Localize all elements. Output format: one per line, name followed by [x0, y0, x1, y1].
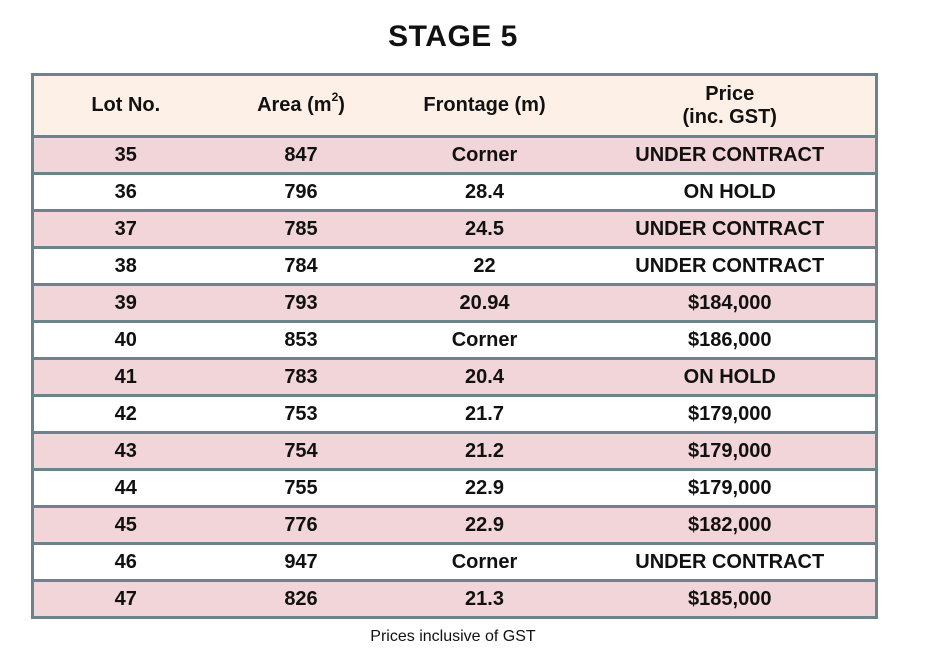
cell-area: 947 [217, 543, 385, 582]
cell-frontage: Corner [384, 136, 585, 175]
cell-area: 783 [217, 358, 385, 397]
cell-area: 826 [217, 580, 385, 618]
cell-frontage: 22 [384, 247, 585, 286]
header-area-close: ) [338, 94, 345, 116]
cell-lot-number: 36 [32, 173, 218, 212]
cell-area: 784 [217, 247, 385, 286]
cell-price: $182,000 [584, 506, 877, 545]
cell-price: ON HOLD [584, 358, 877, 397]
cell-frontage: 22.9 [384, 506, 585, 545]
header-price: Price (inc. GST) [584, 74, 877, 138]
cell-lot-number: 45 [32, 506, 218, 545]
cell-price: UNDER CONTRACT [584, 247, 877, 286]
table-row: 45 776 22.9 $182,000 [32, 506, 877, 545]
table-row: 35 847 Corner UNDER CONTRACT [32, 136, 877, 175]
table-header-row: Lot No. Area (m2) Frontage (m) Price (inc… [32, 74, 877, 138]
table-row: 47 826 21.3 $185,000 [32, 580, 877, 618]
cell-lot-number: 41 [32, 358, 218, 397]
cell-price: $179,000 [584, 469, 877, 508]
cell-frontage: 21.7 [384, 395, 585, 434]
cell-price: $186,000 [584, 321, 877, 360]
table-row: 42 753 21.7 $179,000 [32, 395, 877, 434]
cell-lot-number: 44 [32, 469, 218, 508]
lots-table-container: Lot No. Area (m2) Frontage (m) Price (inc… [31, 73, 878, 619]
cell-price: $184,000 [584, 284, 877, 323]
table-row: 36 796 28.4 ON HOLD [32, 173, 877, 212]
lots-table: Lot No. Area (m2) Frontage (m) Price (inc… [31, 73, 878, 619]
cell-lot-number: 37 [32, 210, 218, 249]
cell-lot-number: 43 [32, 432, 218, 471]
cell-frontage: 24.5 [384, 210, 585, 249]
table-row: 43 754 21.2 $179,000 [32, 432, 877, 471]
cell-price: $185,000 [584, 580, 877, 618]
cell-area: 753 [217, 395, 385, 434]
cell-area: 755 [217, 469, 385, 508]
cell-frontage: 20.94 [384, 284, 585, 323]
cell-frontage: 21.3 [384, 580, 585, 618]
cell-price: UNDER CONTRACT [584, 210, 877, 249]
header-lot-number: Lot No. [32, 74, 218, 138]
table-row: 38 784 22 UNDER CONTRACT [32, 247, 877, 286]
table-row: 39 793 20.94 $184,000 [32, 284, 877, 323]
cell-lot-number: 47 [32, 580, 218, 618]
table-row: 40 853 Corner $186,000 [32, 321, 877, 360]
cell-frontage: 28.4 [384, 173, 585, 212]
cell-area: 796 [217, 173, 385, 212]
cell-lot-number: 38 [32, 247, 218, 286]
cell-area: 847 [217, 136, 385, 175]
header-frontage: Frontage (m) [384, 74, 585, 138]
table-row: 41 783 20.4 ON HOLD [32, 358, 877, 397]
cell-area: 785 [217, 210, 385, 249]
cell-price: $179,000 [584, 432, 877, 471]
cell-area: 776 [217, 506, 385, 545]
cell-frontage: Corner [384, 543, 585, 582]
cell-area: 853 [217, 321, 385, 360]
header-area-superscript: 2 [331, 90, 339, 105]
header-price-line2: (inc. GST) [682, 105, 777, 128]
cell-frontage: 22.9 [384, 469, 585, 508]
lots-table-body: 35 847 Corner UNDER CONTRACT 36 796 28.4 ON HOL… [32, 136, 877, 618]
page-title: STAGE 5 [388, 20, 518, 53]
cell-frontage: Corner [384, 321, 585, 360]
cell-lot-number: 35 [32, 136, 218, 175]
header-area-label: Area (m [257, 94, 332, 116]
table-row: 37 785 24.5 UNDER CONTRACT [32, 210, 877, 249]
cell-price: UNDER CONTRACT [584, 136, 877, 175]
table-row: 44 755 22.9 $179,000 [32, 469, 877, 508]
cell-price: $179,000 [584, 395, 877, 434]
cell-frontage: 21.2 [384, 432, 585, 471]
cell-lot-number: 39 [32, 284, 218, 323]
cell-area: 754 [217, 432, 385, 471]
cell-lot-number: 40 [32, 321, 218, 360]
cell-price: UNDER CONTRACT [584, 543, 877, 582]
cell-price: ON HOLD [584, 173, 877, 212]
cell-area: 793 [217, 284, 385, 323]
cell-lot-number: 46 [32, 543, 218, 582]
table-row: 46 947 Corner UNDER CONTRACT [32, 543, 877, 582]
header-area: Area (m2) [217, 74, 385, 138]
header-price-line1: Price [705, 82, 755, 105]
footnote: Prices inclusive of GST [370, 628, 536, 645]
cell-lot-number: 42 [32, 395, 218, 434]
cell-frontage: 20.4 [384, 358, 585, 397]
